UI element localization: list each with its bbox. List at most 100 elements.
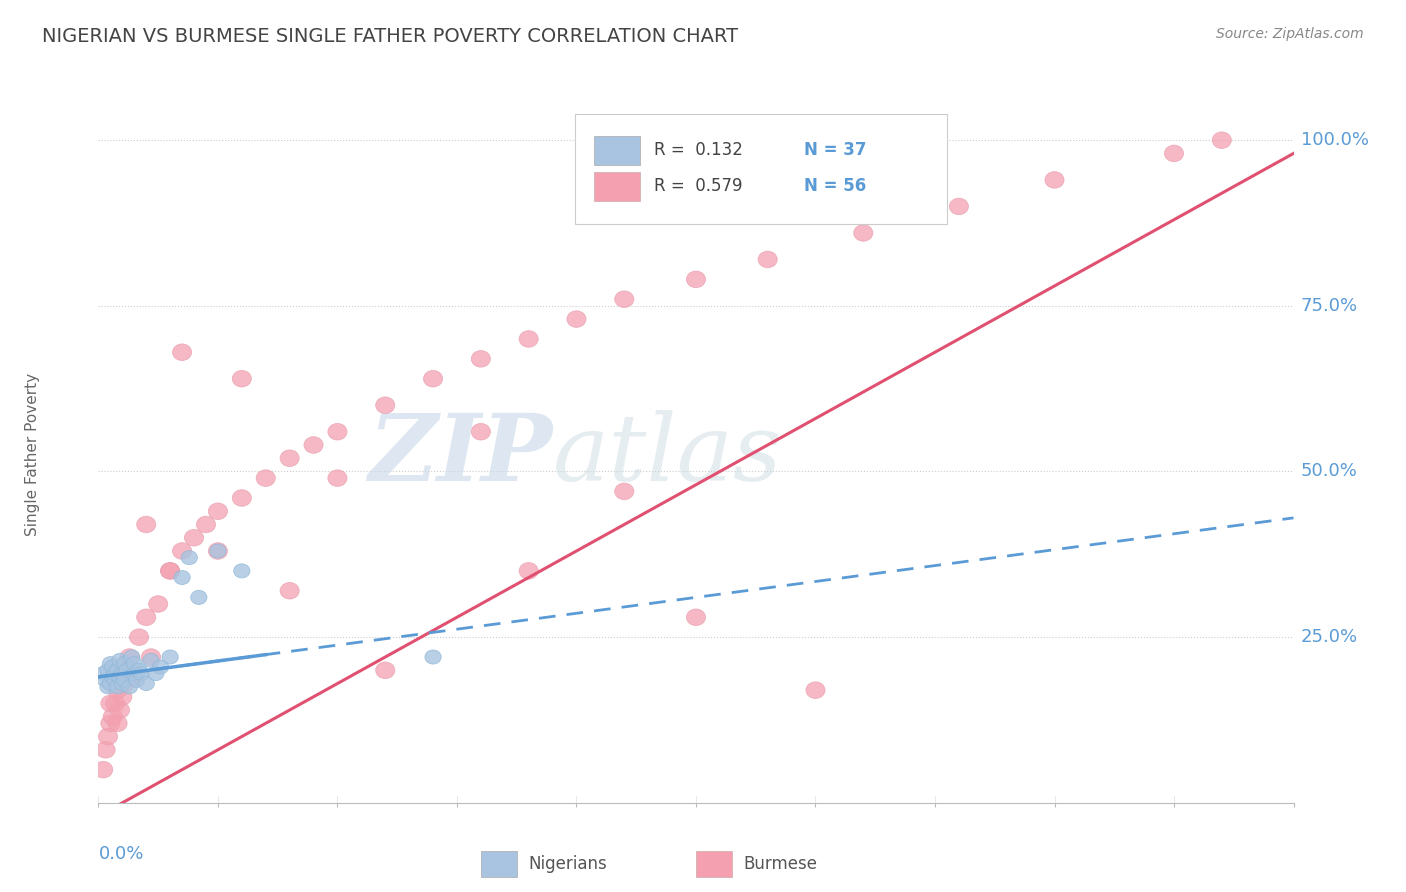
Ellipse shape — [107, 673, 124, 687]
Ellipse shape — [131, 664, 148, 677]
Text: 25.0%: 25.0% — [1301, 628, 1358, 646]
Text: 100.0%: 100.0% — [1301, 131, 1368, 149]
Ellipse shape — [96, 741, 115, 758]
Ellipse shape — [118, 669, 136, 685]
Ellipse shape — [115, 675, 135, 692]
Text: N = 56: N = 56 — [804, 178, 866, 195]
Ellipse shape — [806, 681, 825, 698]
Text: N = 37: N = 37 — [804, 141, 866, 159]
Ellipse shape — [136, 516, 156, 533]
Ellipse shape — [949, 198, 969, 215]
Ellipse shape — [208, 542, 228, 559]
Ellipse shape — [328, 424, 347, 440]
Ellipse shape — [118, 662, 136, 679]
Ellipse shape — [519, 563, 538, 579]
Ellipse shape — [853, 225, 873, 241]
Ellipse shape — [103, 708, 122, 725]
Ellipse shape — [232, 490, 252, 507]
Ellipse shape — [107, 666, 124, 681]
Ellipse shape — [142, 648, 160, 665]
Ellipse shape — [232, 370, 252, 387]
Text: Burmese: Burmese — [744, 855, 818, 873]
Ellipse shape — [111, 702, 129, 718]
Ellipse shape — [686, 271, 706, 287]
Ellipse shape — [280, 450, 299, 467]
Ellipse shape — [152, 660, 169, 674]
Ellipse shape — [423, 370, 443, 387]
Ellipse shape — [108, 681, 127, 698]
Ellipse shape — [425, 650, 441, 664]
Ellipse shape — [614, 483, 634, 500]
Ellipse shape — [110, 664, 125, 677]
Ellipse shape — [129, 629, 149, 646]
Ellipse shape — [120, 648, 139, 665]
Ellipse shape — [103, 676, 118, 690]
Ellipse shape — [110, 680, 125, 694]
Ellipse shape — [138, 676, 155, 690]
Ellipse shape — [124, 650, 141, 664]
Text: NIGERIAN VS BURMESE SINGLE FATHER POVERTY CORRELATION CHART: NIGERIAN VS BURMESE SINGLE FATHER POVERT… — [42, 27, 738, 45]
Ellipse shape — [233, 564, 250, 578]
Ellipse shape — [112, 689, 132, 705]
Ellipse shape — [191, 591, 207, 605]
Ellipse shape — [96, 666, 111, 681]
Ellipse shape — [184, 530, 204, 546]
Ellipse shape — [149, 596, 167, 612]
Text: R =  0.132: R = 0.132 — [654, 141, 742, 159]
Ellipse shape — [117, 673, 132, 687]
Ellipse shape — [686, 609, 706, 625]
Ellipse shape — [148, 666, 165, 681]
Ellipse shape — [181, 550, 197, 565]
Ellipse shape — [197, 516, 215, 533]
Ellipse shape — [94, 762, 112, 778]
Text: Nigerians: Nigerians — [529, 855, 607, 873]
Ellipse shape — [127, 657, 142, 671]
FancyBboxPatch shape — [595, 136, 640, 165]
Ellipse shape — [100, 680, 117, 694]
Ellipse shape — [104, 660, 121, 674]
Text: Single Father Poverty: Single Father Poverty — [25, 374, 41, 536]
Ellipse shape — [173, 542, 191, 559]
Ellipse shape — [208, 503, 228, 519]
Ellipse shape — [256, 470, 276, 486]
Ellipse shape — [127, 666, 142, 681]
Ellipse shape — [104, 670, 121, 684]
Ellipse shape — [143, 653, 159, 667]
Ellipse shape — [114, 676, 131, 690]
Ellipse shape — [105, 695, 125, 712]
Ellipse shape — [117, 657, 132, 671]
Text: ZIP: ZIP — [368, 410, 553, 500]
Ellipse shape — [1164, 145, 1184, 161]
FancyBboxPatch shape — [481, 851, 517, 877]
FancyBboxPatch shape — [696, 851, 733, 877]
Ellipse shape — [1212, 132, 1232, 148]
Ellipse shape — [101, 695, 120, 712]
Ellipse shape — [375, 397, 395, 414]
FancyBboxPatch shape — [595, 172, 640, 201]
Ellipse shape — [120, 664, 135, 677]
Ellipse shape — [125, 669, 143, 685]
Ellipse shape — [121, 680, 138, 694]
Ellipse shape — [209, 544, 226, 558]
Ellipse shape — [471, 351, 491, 368]
Ellipse shape — [101, 715, 120, 731]
Ellipse shape — [98, 728, 118, 745]
Text: R =  0.579: R = 0.579 — [654, 178, 742, 195]
Text: 50.0%: 50.0% — [1301, 462, 1357, 481]
Ellipse shape — [567, 310, 586, 327]
Ellipse shape — [304, 437, 323, 453]
Ellipse shape — [160, 563, 180, 579]
Ellipse shape — [97, 673, 114, 687]
Ellipse shape — [134, 666, 149, 681]
Ellipse shape — [112, 653, 128, 667]
Ellipse shape — [160, 563, 180, 579]
Ellipse shape — [280, 582, 299, 599]
Text: Source: ZipAtlas.com: Source: ZipAtlas.com — [1216, 27, 1364, 41]
FancyBboxPatch shape — [575, 114, 946, 224]
Ellipse shape — [1045, 171, 1064, 188]
Ellipse shape — [108, 715, 127, 731]
Ellipse shape — [174, 571, 190, 584]
Ellipse shape — [328, 470, 347, 486]
Ellipse shape — [758, 252, 778, 268]
Ellipse shape — [173, 344, 191, 360]
